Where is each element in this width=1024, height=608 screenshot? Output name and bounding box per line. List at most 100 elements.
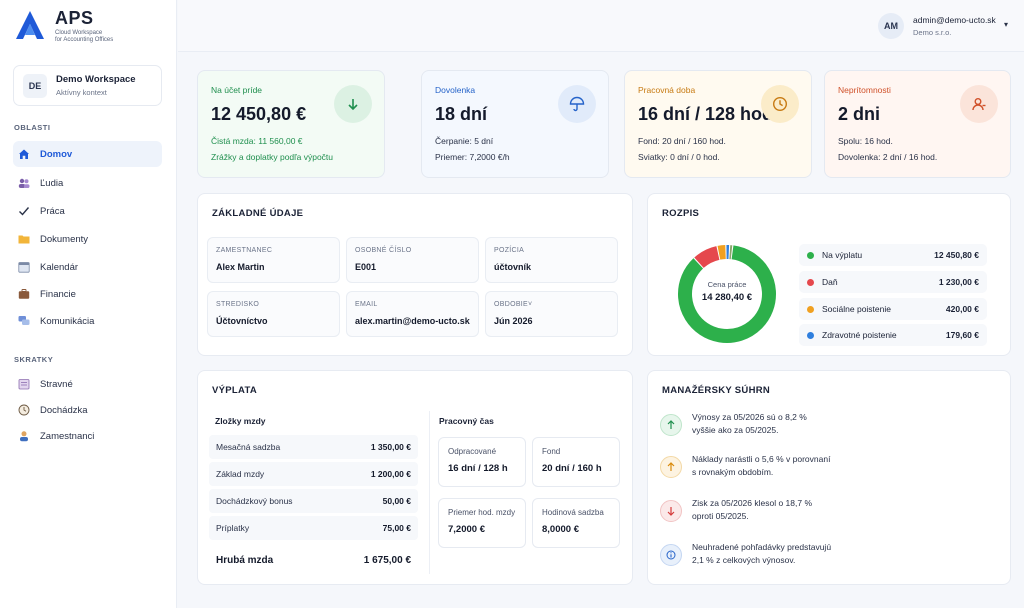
tile-fund: Fond 20 dní / 160 h [532, 437, 620, 487]
sidebar-item-finance[interactable]: Financie [13, 281, 162, 307]
logo[interactable]: APS Cloud Workspace for Accounting Offic… [13, 9, 113, 44]
sidebar-item-label: Domov [40, 148, 73, 160]
person-icon [18, 430, 30, 442]
legend-dot [807, 278, 814, 286]
summary-item: Zisk za 05/2026 klesol o 18,7 % oproti 0… [660, 498, 990, 523]
field-value: Jún 2026 [494, 316, 533, 326]
gross-value: 1 675,00 € [363, 554, 411, 566]
avatar[interactable]: AM [878, 13, 904, 39]
tile-label: Fond [542, 447, 561, 456]
sidebar-item-work[interactable]: Práca [13, 198, 162, 224]
field-label: POZÍCIA [494, 247, 525, 254]
sidebar-item-home[interactable]: Domov [13, 141, 162, 167]
home-icon [18, 148, 30, 160]
section-label-shortcuts: SKRATKY [14, 355, 54, 364]
field-period-select[interactable]: OBDOBIE˅ Jún 2026 [485, 291, 618, 337]
sidebar-item-communication[interactable]: Komunikácia [13, 308, 162, 334]
app-subtitle-line2: for Accounting Offices [55, 37, 114, 43]
tile-value: 7,2000 € [448, 524, 485, 535]
stat-card-vacation[interactable]: Dovolenka 18 dní Čerpanie: 5 dní Priemer… [421, 70, 609, 178]
tile-value: 16 dní / 128 h [448, 463, 508, 474]
basic-data-card: ZÁKLADNÉ ÚDAJE ZAMESTNANEC Alex Martin O… [197, 193, 633, 356]
sidebar-item-label: Komunikácia [40, 315, 95, 327]
sidebar-item-documents[interactable]: Dokumenty [13, 226, 162, 252]
info-icon [660, 544, 682, 566]
tile-label: Hodinová sadzba [542, 508, 604, 517]
summary-item: Neuhradené pohľadávky predstavujú 2,1 % … [660, 542, 990, 567]
stat-value: 18 dní [435, 104, 488, 124]
shortcut-employees[interactable]: Zamestnanci [13, 423, 162, 449]
section-label-areas: OBLASTI [14, 123, 51, 132]
clock-icon [761, 85, 799, 123]
donut-slice-2 [717, 245, 726, 260]
row-value: 75,00 € [382, 523, 411, 533]
arrow-down-icon [660, 500, 682, 522]
donut-center-value: 14 280,40 € [701, 292, 753, 303]
shortcut-meals[interactable]: Stravné [13, 371, 162, 397]
table-row: Dochádzkový bonus 50,00 € [209, 489, 418, 513]
stat-card-work-time[interactable]: Pracovná doba 16 dní / 128 hod. Fond: 20… [624, 70, 812, 178]
app-subtitle-line1: Cloud Workspace [55, 30, 103, 36]
shortcut-attendance[interactable]: Dochádzka [13, 397, 162, 423]
legend-label: Zdravotné poistenie [822, 330, 897, 340]
card-title: MANAŽÉRSKY SÚHRN [662, 385, 771, 396]
gross-label: Hrubá mzda [216, 554, 274, 566]
sidebar-item-people[interactable]: Ľudia [13, 170, 162, 196]
field-value: E001 [355, 262, 377, 272]
field-employee: ZAMESTNANEC Alex Martin [207, 237, 340, 283]
stat-card-payout[interactable]: Na účet príde 12 450,80 € Čistá mzda: 11… [197, 70, 385, 178]
stat-card-absences[interactable]: Neprítomnosti 2 dni Spolu: 16 hod. Dovol… [824, 70, 1011, 178]
aps-logo-icon [16, 11, 44, 39]
card-title: ROZPIS [662, 208, 700, 219]
umbrella-icon [558, 85, 596, 123]
workspace-context: Aktívny kontext [56, 88, 107, 97]
folder-icon [18, 233, 30, 245]
arrow-up-icon [660, 414, 682, 436]
stat-detail: Priemer: 7,2000 €/h [435, 152, 510, 162]
payout-card: VÝPLATA Zložky mzdy Mesačná sadzba 1 350… [197, 370, 633, 585]
field-value: alex.martin@demo-ucto.sk [355, 316, 470, 326]
calendar-icon [18, 261, 30, 273]
field-position: POZÍCIA účtovník [485, 237, 618, 283]
card-title: ZÁKLADNÉ ÚDAJE [212, 208, 304, 219]
table-row: Základ mzdy 1 200,00 € [209, 462, 418, 486]
legend-label: Na výplatu [822, 250, 863, 260]
arrow-down-icon [334, 85, 372, 123]
sidebar-item-label: Financie [40, 288, 76, 300]
management-summary-card: MANAŽÉRSKY SÚHRN Výnosy za 05/2026 sú o … [647, 370, 1011, 585]
chat-icon [18, 315, 30, 327]
user-menu-chevron-down-icon[interactable]: ▾ [1004, 20, 1009, 29]
workspace-name: Demo Workspace [56, 74, 136, 85]
field-label: ZAMESTNANEC [216, 247, 273, 254]
tile-value: 20 dní / 160 h [542, 463, 602, 474]
stat-label: Neprítomnosti [838, 85, 891, 95]
sidebar-item-label: Zamestnanci [40, 430, 95, 442]
gross-wage-row: Hrubá mzda 1 675,00 € [209, 548, 418, 572]
summary-text: Neuhradené pohľadávky predstavujú 2,1 % … [692, 542, 832, 565]
stat-label: Pracovná doba [638, 85, 696, 95]
stat-detail: Zrážky a doplatky podľa výpočtu [211, 152, 334, 162]
legend-dot [807, 251, 814, 259]
row-value: 1 350,00 € [370, 442, 411, 452]
tile-avg-hourly: Priemer hod. mzdy 7,2000 € [438, 498, 526, 548]
workspace-switcher[interactable]: DE Demo Workspace Aktívny kontext [13, 65, 162, 106]
donut-slice-0 [678, 245, 776, 343]
user-email[interactable]: admin@demo-ucto.sk [913, 15, 996, 25]
sidebar-item-label: Kalendár [40, 261, 79, 273]
row-label: Dochádzkový bonus [216, 496, 293, 506]
sidebar-item-calendar[interactable]: Kalendár [13, 254, 162, 280]
briefcase-icon [18, 288, 30, 300]
sidebar-item-label: Stravné [40, 378, 73, 390]
breakdown-card: ROZPIS Cena práce 14 280,40 € Na výplatu… [647, 193, 1011, 356]
top-bar: AM admin@demo-ucto.sk Demo s.r.o. ▾ [178, 0, 1024, 52]
field-personal-number: OSOBNÉ ČÍSLO E001 [346, 237, 479, 283]
stat-detail: Fond: 20 dní / 160 hod. [638, 136, 726, 146]
stat-detail: Dovolenka: 2 dní / 16 hod. [838, 152, 938, 162]
sidebar: APS Cloud Workspace for Accounting Offic… [0, 0, 177, 608]
tile-label: Odpracované [448, 447, 497, 456]
field-value: účtovník [494, 262, 532, 272]
legend-value: 12 450,80 € [934, 250, 979, 260]
tile-worked: Odpracované 16 dní / 128 h [438, 437, 526, 487]
table-row: Mesačná sadzba 1 350,00 € [209, 435, 418, 459]
summary-text: Zisk za 05/2026 klesol o 18,7 % oproti 0… [692, 498, 813, 521]
